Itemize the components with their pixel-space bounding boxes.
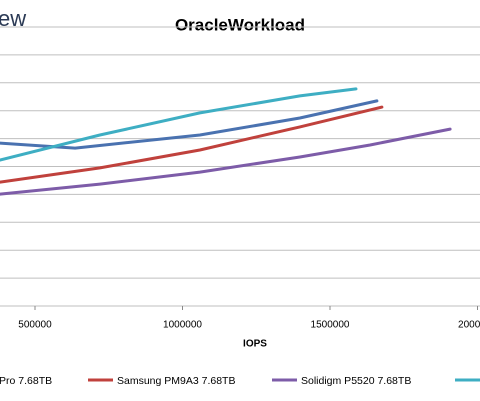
x-axis-label: IOPS [243,339,267,350]
chart-title: OracleWorkload [175,15,305,34]
x-tick-label: 500000 [18,320,52,331]
legend-label: Solidigm P5520 7.68TB [301,375,411,387]
series-line [0,127,452,196]
legend-label: Pro 7.68TB [0,375,52,387]
series-line [0,105,384,184]
series-line [0,87,358,162]
x-tick-label: 1000000 [163,320,202,331]
legend-label: Samsung PM9A3 7.68TB [117,375,235,387]
x-tick-label: 1500000 [311,320,350,331]
x-tick-label: 2000000 [458,320,480,331]
